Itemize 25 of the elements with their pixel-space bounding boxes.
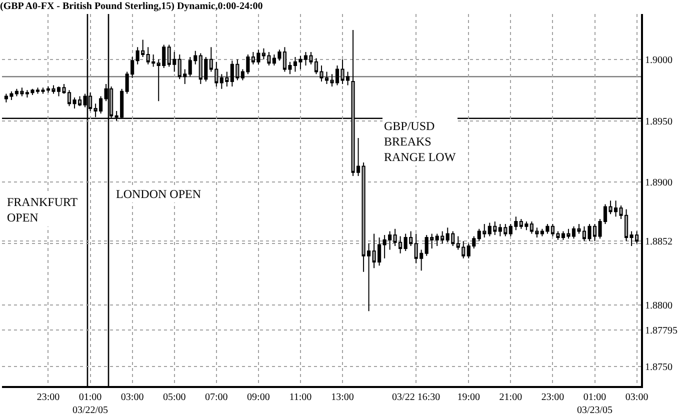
y-tick-label: 1.8950 — [645, 116, 672, 128]
chart-title: (GBP A0-FX - British Pound Sterling,15) Dynamic,0:00-24:00 — [0, 1, 263, 12]
y-tick-label: 1.8750 — [645, 362, 672, 373]
x-tick-label: 23:00 — [36, 392, 60, 403]
y-tick-label: 1.8852 — [645, 236, 672, 248]
x-tick-label: 03:00 — [625, 392, 648, 403]
y-tick-label: 1.8800 — [645, 300, 672, 312]
x-tick-label: 13:00 — [331, 392, 354, 403]
y-tick-label: 1.9000 — [645, 54, 672, 66]
y-tick-label: 1.8900 — [645, 178, 672, 189]
x-tick-label: 23:00 — [541, 392, 564, 403]
annotation: GBP/USD BREAKS RANGE LOW — [384, 119, 456, 164]
x-tick-label: 03/22 16:30 — [392, 392, 440, 403]
x-tick-label: 09:00 — [247, 392, 270, 403]
x-tick-label: 01:00 03/23/05 — [576, 392, 613, 416]
annotation: FRANKFURT OPEN — [7, 195, 78, 225]
x-tick-label: 11:00 — [289, 392, 312, 403]
x-tick-label: 21:00 — [499, 392, 522, 403]
y-tick-label: 1.87795 — [645, 326, 678, 337]
x-tick-label: 03:00 — [120, 392, 144, 403]
x-tick-label: 05:00 — [162, 392, 186, 403]
x-tick-label: 07:00 — [205, 392, 228, 403]
x-tick-label: 01:00 03/22/05 — [72, 392, 108, 416]
x-tick-label: 19:00 — [457, 392, 480, 403]
annotation: LONDON OPEN — [116, 187, 202, 201]
